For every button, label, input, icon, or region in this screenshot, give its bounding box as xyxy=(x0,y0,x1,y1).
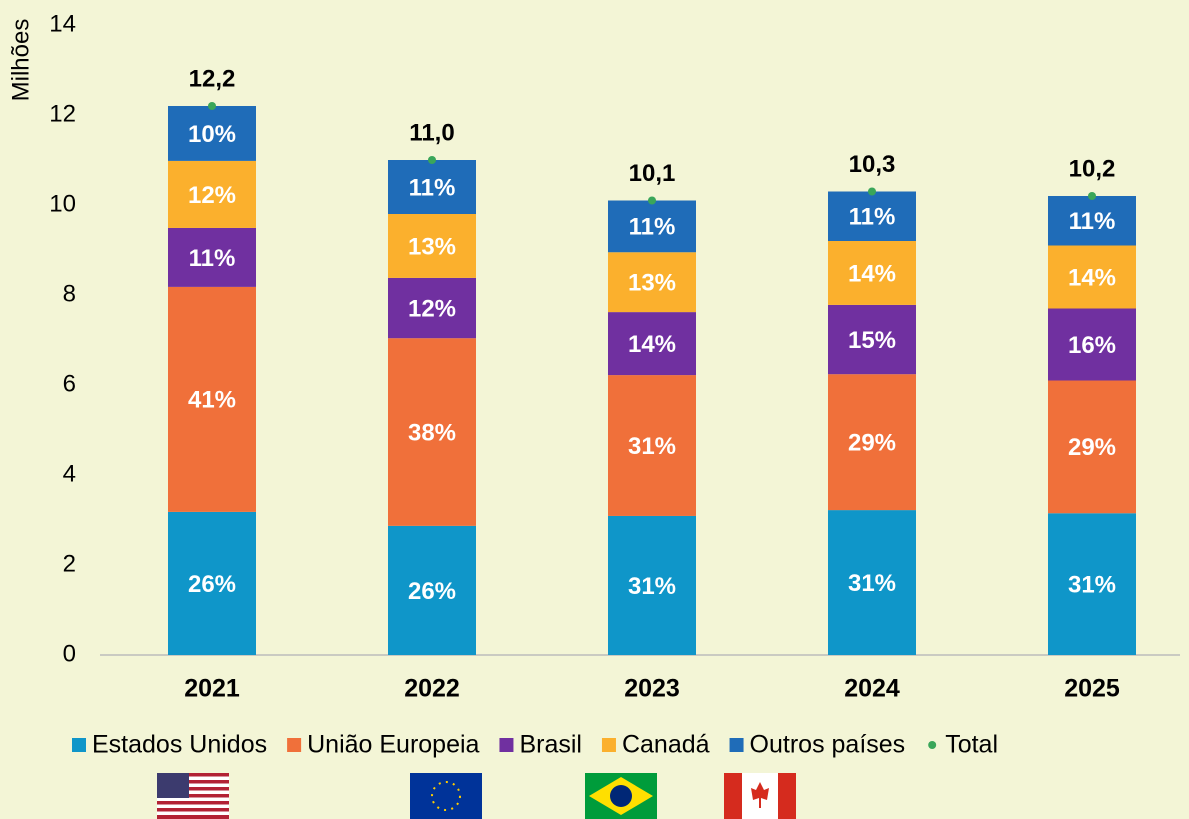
x-tick-label: 2022 xyxy=(404,675,460,703)
y-axis-label: Milhões xyxy=(7,19,34,102)
bar-segment xyxy=(608,200,696,253)
flag-eu xyxy=(410,773,482,819)
segment-label: 29% xyxy=(1068,434,1116,461)
bar-segment xyxy=(388,160,476,214)
segment-label: 38% xyxy=(408,419,456,446)
segment-label: 12% xyxy=(188,182,236,209)
segment-label: 14% xyxy=(628,331,676,358)
total-point xyxy=(428,156,436,164)
segment-label: 15% xyxy=(848,327,896,354)
bar-segment xyxy=(388,338,476,526)
y-tick-label: 8 xyxy=(63,280,76,307)
bar-segment xyxy=(1048,308,1136,381)
legend-label: Total xyxy=(945,731,998,759)
segment-label: 11% xyxy=(1069,208,1116,235)
y-tick-label: 4 xyxy=(63,460,76,487)
x-tick-label: 2023 xyxy=(624,675,680,703)
flag-us xyxy=(157,773,229,819)
legend-label: União Europeia xyxy=(307,731,479,759)
y-tick-label: 12 xyxy=(49,100,76,127)
bar-segment xyxy=(828,304,916,375)
segment-label: 31% xyxy=(628,433,676,460)
legend-label: Brasil xyxy=(519,731,582,759)
flag-ca xyxy=(724,773,796,819)
segment-label: 41% xyxy=(188,387,236,414)
segment-label: 26% xyxy=(408,578,456,605)
flag-br xyxy=(585,773,657,819)
bar-segment xyxy=(828,241,916,305)
segment-label: 14% xyxy=(1068,264,1116,291)
segment-label: 10% xyxy=(188,121,236,148)
legend-marker xyxy=(287,738,302,752)
bar-segment xyxy=(828,191,916,241)
segment-label: 11% xyxy=(629,214,676,241)
total-label: 10,3 xyxy=(849,151,896,178)
segment-label: 31% xyxy=(1068,571,1116,598)
segment-label: 29% xyxy=(848,429,896,456)
segment-label: 13% xyxy=(408,233,456,260)
segment-label: 11% xyxy=(849,204,896,231)
total-point xyxy=(868,187,876,196)
legend-marker xyxy=(601,738,616,752)
y-tick-label: 0 xyxy=(63,640,76,667)
total-point xyxy=(648,196,656,205)
segment-label: 12% xyxy=(408,295,456,322)
segment-label: 26% xyxy=(188,571,236,598)
flags xyxy=(157,773,796,819)
bar-segment xyxy=(608,252,696,313)
bar-segment xyxy=(828,374,916,511)
segment-label: 31% xyxy=(628,573,676,600)
x-tick-label: 2021 xyxy=(184,675,240,703)
total-label: 11,0 xyxy=(409,119,454,146)
bar-segment xyxy=(608,515,696,655)
bar-segment xyxy=(168,160,256,228)
total-label: 12,2 xyxy=(189,65,236,92)
total-point xyxy=(1088,192,1096,200)
bar-segment xyxy=(1048,196,1136,246)
total-point xyxy=(208,102,216,110)
total-label: 10,2 xyxy=(1069,155,1116,182)
legend-marker xyxy=(72,738,86,752)
segment-label: 11% xyxy=(409,174,456,201)
x-tick-label: 2024 xyxy=(844,675,900,703)
bar-segment xyxy=(608,312,696,376)
y-tick-label: 14 xyxy=(49,10,76,37)
segment-label: 31% xyxy=(848,570,896,597)
bar-segment xyxy=(168,227,256,287)
bar-segment xyxy=(388,277,476,339)
bar-segment xyxy=(168,106,256,161)
bar-segment xyxy=(168,286,256,512)
bar-segment xyxy=(1048,245,1136,309)
bar-segment xyxy=(828,510,916,655)
legend-label: Estados Unidos xyxy=(92,731,267,759)
bar-segment xyxy=(388,525,476,655)
total-label: 10,1 xyxy=(629,160,676,187)
bar-segment xyxy=(608,375,696,516)
legend-marker xyxy=(729,738,744,752)
x-tick-label: 2025 xyxy=(1064,675,1120,703)
y-tick-label: 6 xyxy=(63,370,76,397)
bar-segment xyxy=(388,214,476,278)
segment-label: 14% xyxy=(848,260,896,287)
segment-label: 16% xyxy=(1068,332,1116,359)
segment-label: 13% xyxy=(628,270,676,297)
legend-marker xyxy=(928,741,937,749)
legend-label: Outros países xyxy=(750,731,906,759)
y-tick-label: 10 xyxy=(49,190,76,217)
legend-label: Canadá xyxy=(622,731,710,759)
legend-marker xyxy=(499,738,514,752)
bar-segment xyxy=(1048,513,1136,655)
segment-label: 11% xyxy=(189,245,236,272)
y-tick-label: 2 xyxy=(63,550,76,577)
bar-segment xyxy=(168,511,256,655)
bar-segment xyxy=(1048,380,1136,514)
